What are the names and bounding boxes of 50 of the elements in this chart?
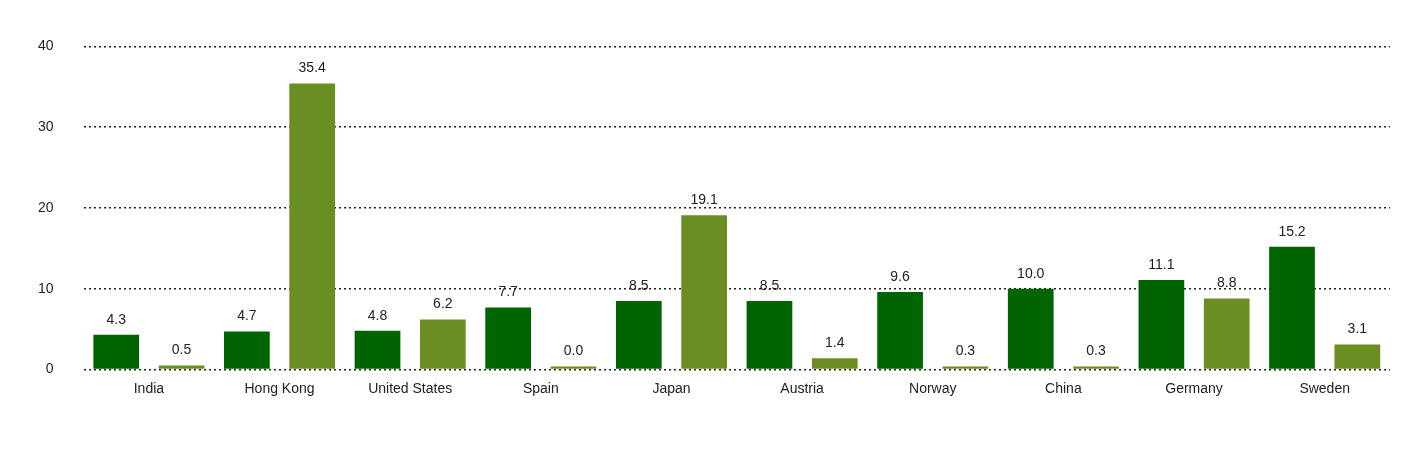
bar [1007, 288, 1054, 369]
data-label: 1.4 [825, 334, 845, 351]
data-label: 0.3 [955, 342, 976, 359]
bar [485, 307, 532, 369]
x-tick-label: Japan [652, 379, 691, 396]
bar [93, 334, 140, 369]
bar [158, 365, 205, 369]
data-label: 35.4 [298, 59, 327, 76]
bar [746, 300, 793, 369]
data-label: 0.0 [563, 342, 584, 359]
x-tick-label: Hong Kong [244, 379, 315, 396]
bar [811, 358, 858, 369]
y-tick-label: 40 [37, 37, 54, 54]
data-label: 3.1 [1347, 320, 1368, 337]
bar [877, 292, 923, 369]
data-label: 9.6 [890, 267, 911, 284]
data-label: 11.1 [1148, 255, 1175, 272]
data-label: 15.2 [1278, 222, 1306, 239]
bar [1138, 279, 1185, 369]
bar [224, 331, 270, 369]
y-tick-label: 20 [37, 198, 54, 215]
bar [615, 300, 662, 369]
x-tick-label: Sweden [1299, 379, 1350, 396]
y-tick-label: 10 [37, 279, 54, 296]
bar [354, 330, 401, 369]
x-tick-label: Norway [909, 379, 957, 396]
x-tick-label: Germany [1165, 379, 1223, 396]
data-label: 19.1 [690, 191, 718, 208]
x-tick-label: India [133, 379, 165, 396]
bar [289, 83, 336, 369]
data-label: 0.3 [1086, 342, 1106, 359]
x-tick-label: Austria [780, 379, 825, 396]
bar [1203, 298, 1250, 369]
data-label: 0.5 [171, 341, 192, 358]
data-label: 4.7 [237, 307, 257, 324]
x-tick-label: Spain [522, 379, 559, 396]
y-tick-label: 0 [45, 360, 54, 377]
data-label: 8.5 [759, 276, 780, 293]
bar [419, 319, 466, 369]
bar [1334, 344, 1381, 369]
data-label: 4.3 [106, 310, 127, 327]
bar [1269, 246, 1315, 369]
y-tick-label: 30 [37, 118, 54, 135]
x-tick-label: United States [368, 379, 453, 396]
x-tick-label: China [1045, 379, 1082, 396]
data-label: 6.2 [433, 295, 453, 312]
data-label: 10.0 [1017, 264, 1045, 281]
bar [681, 215, 727, 369]
data-label: 4.8 [367, 306, 388, 323]
data-label: 8.8 [1216, 274, 1237, 291]
